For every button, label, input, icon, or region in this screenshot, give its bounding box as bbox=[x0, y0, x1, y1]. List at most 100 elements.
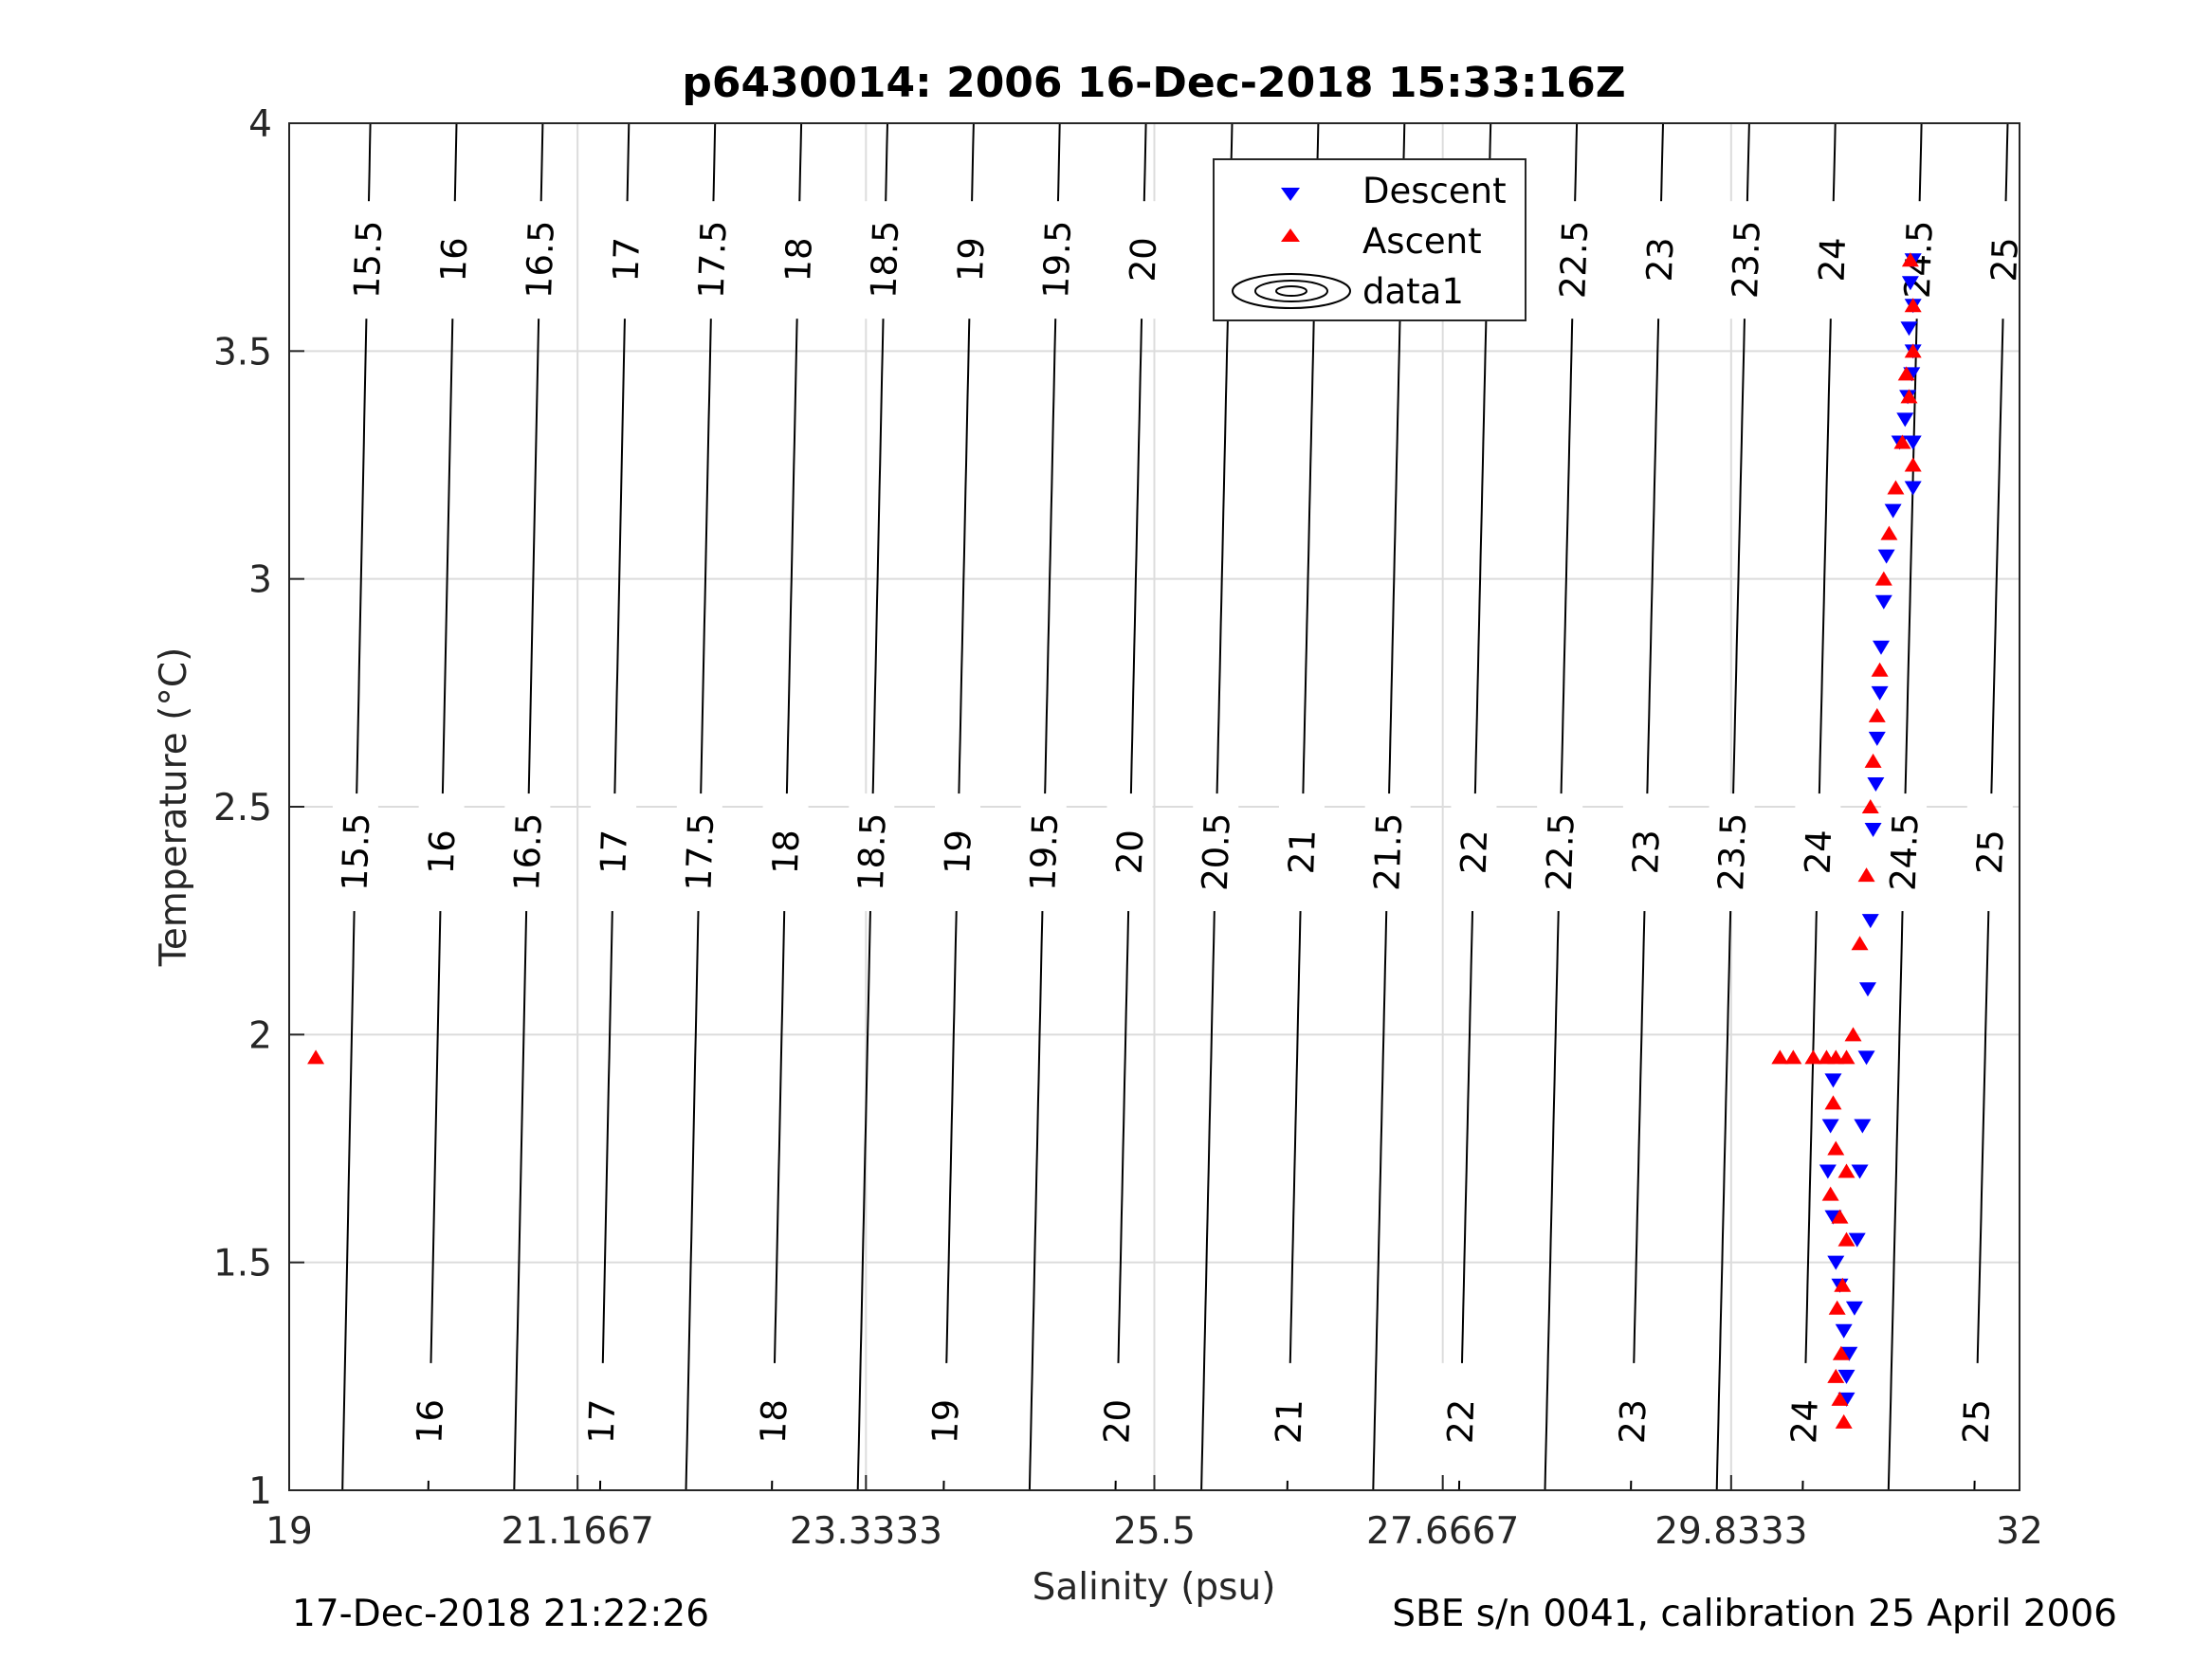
descent-point bbox=[1854, 1119, 1872, 1134]
contour-label-bg bbox=[1881, 793, 1928, 912]
ascent-point bbox=[1864, 753, 1882, 768]
contour-label-bg bbox=[504, 793, 551, 912]
descent-point bbox=[1900, 321, 1918, 337]
contour-label: 18.5 bbox=[850, 812, 894, 892]
contour-label: 17 bbox=[581, 1398, 624, 1445]
contour-label: 23 bbox=[1612, 1398, 1654, 1445]
contour-label: 17.5 bbox=[691, 220, 735, 300]
contour-label-bg bbox=[750, 1362, 796, 1481]
contour-label: 23.5 bbox=[1710, 812, 1754, 892]
ascent-point bbox=[1901, 252, 1919, 267]
descent-point bbox=[1884, 503, 1902, 519]
contour-label: 24.5 bbox=[1883, 812, 1927, 892]
ascent-point bbox=[1837, 1163, 1856, 1178]
x-tick-label: 29.8333 bbox=[1654, 1510, 1807, 1553]
contour-label-bg bbox=[332, 793, 378, 912]
footer-calibration: SBE s/n 0041, calibration 25 April 2006 bbox=[1392, 1593, 2117, 1635]
ascent-point bbox=[1837, 1049, 1856, 1065]
contour-label: 21.5 bbox=[1366, 812, 1410, 892]
ascent-point bbox=[1893, 434, 1911, 449]
contour-label: 25 bbox=[1955, 1398, 1998, 1445]
ascent-point bbox=[1868, 707, 1886, 722]
contour-label: 22.5 bbox=[1539, 812, 1582, 892]
contour-label: 15.5 bbox=[334, 812, 377, 892]
contour-label: 17.5 bbox=[678, 812, 722, 892]
descent-point bbox=[1904, 435, 1922, 450]
x-tick-label: 25.5 bbox=[1113, 1510, 1196, 1553]
contour-label: 20 bbox=[1096, 1398, 1139, 1445]
contour-label-bg bbox=[430, 201, 477, 319]
descent-point bbox=[1827, 1255, 1845, 1270]
contour-label-bg bbox=[1033, 201, 1080, 319]
contour-label-bg bbox=[689, 201, 736, 319]
contour-label: 23.5 bbox=[1725, 220, 1768, 300]
descent-point bbox=[1877, 549, 1895, 564]
contour-label: 15.5 bbox=[346, 220, 390, 300]
descent-point bbox=[1874, 594, 1892, 610]
contour-label-bg bbox=[578, 1362, 625, 1481]
contour-label: 21 bbox=[1281, 829, 1324, 875]
descent-point bbox=[1864, 823, 1882, 838]
ascent-point bbox=[1827, 1368, 1845, 1383]
y-axis-label: Temperature (°C) bbox=[153, 647, 195, 968]
ascent-point bbox=[1857, 867, 1875, 883]
y-tick-label: 1 bbox=[248, 1470, 272, 1513]
legend-box bbox=[1213, 158, 1526, 321]
contour-label: 17 bbox=[593, 829, 635, 875]
contour-label-bg bbox=[517, 201, 563, 319]
descent-point bbox=[1858, 982, 1876, 997]
contour-label-bg bbox=[1020, 793, 1067, 912]
contour-label-bg bbox=[1451, 793, 1497, 912]
contour-label: 23 bbox=[1639, 236, 1682, 283]
descent-point bbox=[1857, 1050, 1875, 1066]
ascent-point bbox=[1900, 389, 1918, 404]
ascent-point bbox=[1834, 1277, 1852, 1292]
ascent-point bbox=[1827, 1140, 1845, 1156]
x-tick-label: 32 bbox=[1996, 1510, 2043, 1553]
contour-label-bg bbox=[849, 793, 895, 912]
contour-label: 19 bbox=[937, 829, 979, 875]
descent-point bbox=[1851, 1164, 1869, 1179]
contour-label: 16 bbox=[433, 236, 476, 283]
descent-point bbox=[1845, 1301, 1863, 1316]
x-tick-label: 27.6667 bbox=[1366, 1510, 1519, 1553]
y-tick-label: 2 bbox=[248, 1014, 272, 1057]
contour-label: 24 bbox=[1783, 1398, 1826, 1445]
descent-point bbox=[1868, 731, 1886, 746]
contour-label: 24 bbox=[1798, 829, 1840, 875]
y-tick-label: 3 bbox=[248, 559, 272, 602]
contour-label-bg bbox=[676, 793, 722, 912]
ascent-point bbox=[1831, 1209, 1849, 1224]
descent-point bbox=[1835, 1323, 1853, 1339]
contour-label-bg bbox=[344, 201, 391, 319]
contour-label: 25 bbox=[1969, 829, 2012, 875]
footer-timestamp: 17-Dec-2018 21:22:26 bbox=[292, 1593, 710, 1635]
y-tick-label: 4 bbox=[248, 103, 272, 146]
contour-label: 18 bbox=[765, 829, 808, 875]
contour-label: 22 bbox=[1440, 1398, 1483, 1445]
legend-descent-marker bbox=[1281, 188, 1300, 201]
contour-label: 19 bbox=[950, 236, 993, 283]
contour-label-bg bbox=[947, 201, 994, 319]
contour-label: 19 bbox=[924, 1398, 967, 1445]
contour-label: 20 bbox=[1123, 236, 1165, 283]
contour-label-bg bbox=[1278, 793, 1325, 912]
contour-label-bg bbox=[922, 1362, 968, 1481]
contour-label: 23 bbox=[1625, 829, 1668, 875]
x-tick-label: 23.3333 bbox=[790, 1510, 942, 1553]
contour-label-bg bbox=[1709, 793, 1755, 912]
contour-label-bg bbox=[762, 793, 809, 912]
contour-label: 18.5 bbox=[863, 220, 906, 300]
legend-contour-icon bbox=[1232, 273, 1351, 309]
legend: Descent Ascent data1 bbox=[1213, 158, 1526, 321]
legend-ascent-marker bbox=[1281, 228, 1300, 242]
ascent-point bbox=[1897, 366, 1915, 381]
contour-label-bg bbox=[418, 793, 465, 912]
contour-label: 19.5 bbox=[1035, 220, 1079, 300]
contour-label-bg bbox=[1106, 793, 1153, 912]
descent-point bbox=[1871, 685, 1889, 701]
contour-label-bg bbox=[591, 793, 637, 912]
ascent-point bbox=[1904, 343, 1922, 358]
x-tick-label: 21.1667 bbox=[502, 1510, 654, 1553]
